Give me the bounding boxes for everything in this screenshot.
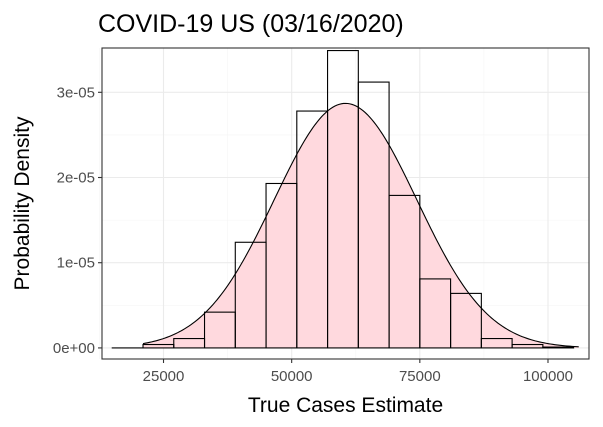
histogram-bar-9 (388, 194, 421, 349)
y-axis: 0e+00 1e-05 2e-05 3e-05 (53, 84, 102, 357)
histogram-bars (111, 50, 575, 349)
x-tick-label-0: 25000 (143, 368, 185, 385)
histogram-bar-14 (542, 346, 575, 349)
density-area (143, 103, 579, 348)
histogram-bar-12 (480, 337, 513, 349)
y-axis-title: Probability Density (11, 116, 34, 290)
y-tick-label-2: 2e-05 (57, 170, 95, 187)
density-line (142, 102, 579, 348)
x-axis-title: True Cases Estimate (248, 394, 443, 417)
histogram-bar-13 (511, 343, 544, 349)
x-tick-label-1: 50000 (271, 368, 313, 385)
x-tick-label-3: 100000 (523, 368, 573, 385)
y-tick-label-0: 0e+00 (53, 340, 95, 357)
histogram-bar-11 (450, 292, 482, 349)
x-axis: 25000 50000 75000 100000 (143, 359, 573, 385)
x-tick-label-2: 75000 (399, 368, 441, 385)
panel-border (101, 47, 590, 360)
density-curve-group (142, 102, 579, 348)
chart-title: COVID-19 US (03/16/2020) (98, 10, 404, 38)
y-tick-label-1: 1e-05 (57, 255, 95, 272)
y-tick-label-3: 3e-05 (57, 84, 95, 101)
